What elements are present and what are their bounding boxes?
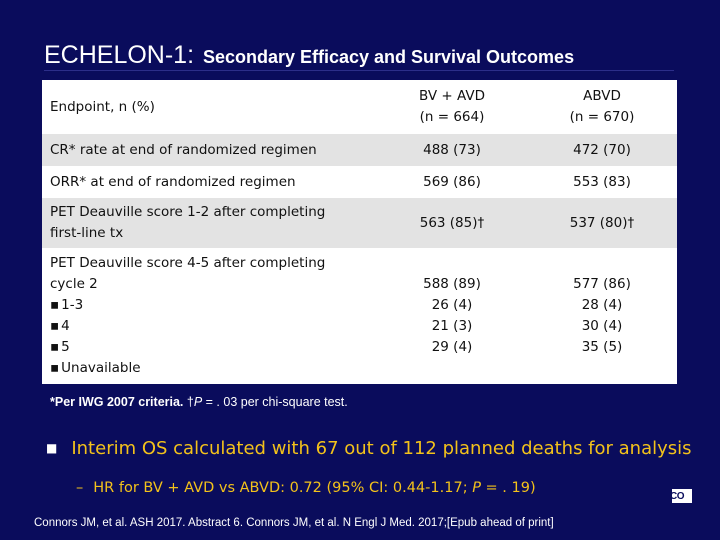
value-line: 21 (3): [431, 318, 473, 334]
slide-title: ECHELON-1: Secondary Efficacy and Surviv…: [44, 34, 574, 71]
table-row: CR* rate at end of randomized regimen 48…: [42, 134, 677, 166]
row-endpoint-line: PET Deauville score 1-2 after completing: [50, 204, 326, 220]
header-abvd: ABVD (n = 670): [527, 80, 677, 134]
table-row: PET Deauville score 4-5 after completing…: [42, 248, 677, 384]
table-header-row: Endpoint, n (%) BV + AVD (n = 664) ABVD …: [42, 80, 677, 134]
table-row: PET Deauville score 1-2 after completing…: [42, 198, 677, 248]
row-endpoint-line: PET Deauville score 4-5 after completing: [50, 255, 326, 271]
sub-item: 1-3: [50, 295, 369, 316]
row-value-abvd: 577 (86) 28 (4) 30 (4) 35 (5): [527, 248, 677, 384]
title-trial-name: ECHELON-1:: [44, 41, 195, 69]
row-endpoint-line: cycle 2: [50, 276, 98, 292]
row-endpoint: ORR* at end of randomized regimen: [50, 173, 296, 190]
value-line: 29 (4): [431, 339, 473, 355]
header-bv-avd-label: BV + AVD: [419, 88, 485, 104]
row-endpoint: PET Deauville score 1-2 after completing…: [42, 198, 377, 248]
sub-item: Unavailable: [50, 358, 369, 379]
table-footnote: *Per IWG 2007 criteria. †P = . 03 per ch…: [50, 395, 348, 409]
header-abvd-n: (n = 670): [569, 109, 635, 125]
row-value-abvd: 472 (70): [573, 141, 631, 158]
row-endpoint-line: first-line tx: [50, 225, 124, 241]
header-bv-avd: BV + AVD (n = 664): [377, 80, 527, 134]
row-value-bv-avd: 569 (86): [423, 173, 481, 190]
square-bullet-icon: ■: [46, 441, 58, 455]
logo-text: CO: [670, 490, 685, 502]
value-line: 30 (4): [581, 318, 623, 334]
citation: Connors JM, et al. ASH 2017. Abstract 6.…: [34, 517, 554, 529]
value-line: 588 (89): [423, 276, 481, 292]
row-value-abvd: 537 (80)†: [569, 214, 635, 231]
footnote-text: = . 03 per chi-square test.: [202, 395, 348, 409]
sub-item: 4: [50, 316, 369, 337]
row-value-bv-avd: 563 (85)†: [419, 214, 485, 231]
value-line: 35 (5): [581, 339, 623, 355]
row-endpoint: PET Deauville score 4-5 after completing…: [42, 248, 377, 384]
logo-bar-icon: [662, 489, 672, 503]
bullet-interim-os: ■ Interim OS calculated with 67 out of 11…: [46, 438, 692, 459]
sub-bullet-hr-prefix: HR for BV + AVD vs ABVD: 0.72 (95% CI: 0…: [93, 480, 473, 496]
row-value-abvd: 553 (83): [573, 173, 631, 190]
header-abvd-label: ABVD: [583, 88, 621, 104]
sub-bullet-hr: – HR for BV + AVD vs ABVD: 0.72 (95% CI: …: [76, 480, 536, 496]
value-line: 26 (4): [431, 297, 473, 313]
sub-bullet-hr-suffix: = . 19): [480, 480, 536, 496]
footnote-p: P: [193, 395, 203, 409]
table-row: ORR* at end of randomized regimen 569 (8…: [42, 166, 677, 198]
bullet-interim-os-text: Interim OS calculated with 67 out of 112…: [71, 438, 692, 459]
header-endpoint: Endpoint, n (%): [50, 98, 155, 115]
footnote-criteria: *Per IWG 2007 criteria.: [50, 395, 184, 409]
title-subtitle: Secondary Efficacy and Survival Outcomes: [202, 47, 575, 67]
dash-bullet-icon: –: [76, 480, 84, 496]
header-bv-avd-n: (n = 664): [419, 109, 485, 125]
sub-item: 5: [50, 337, 369, 358]
footnote-dagger: †: [186, 395, 194, 409]
row-value-bv-avd: 488 (73): [423, 141, 481, 158]
title-divider: [44, 70, 674, 71]
value-line: 28 (4): [581, 297, 623, 313]
outcomes-table: Endpoint, n (%) BV + AVD (n = 664) ABVD …: [42, 80, 677, 384]
value-line: 577 (86): [573, 276, 631, 292]
row-value-bv-avd: 588 (89) 26 (4) 21 (3) 29 (4): [377, 248, 527, 384]
logo: CO: [662, 489, 692, 503]
sub-bullet-hr-p: P: [472, 480, 481, 496]
row-endpoint: CR* rate at end of randomized regimen: [50, 141, 317, 158]
